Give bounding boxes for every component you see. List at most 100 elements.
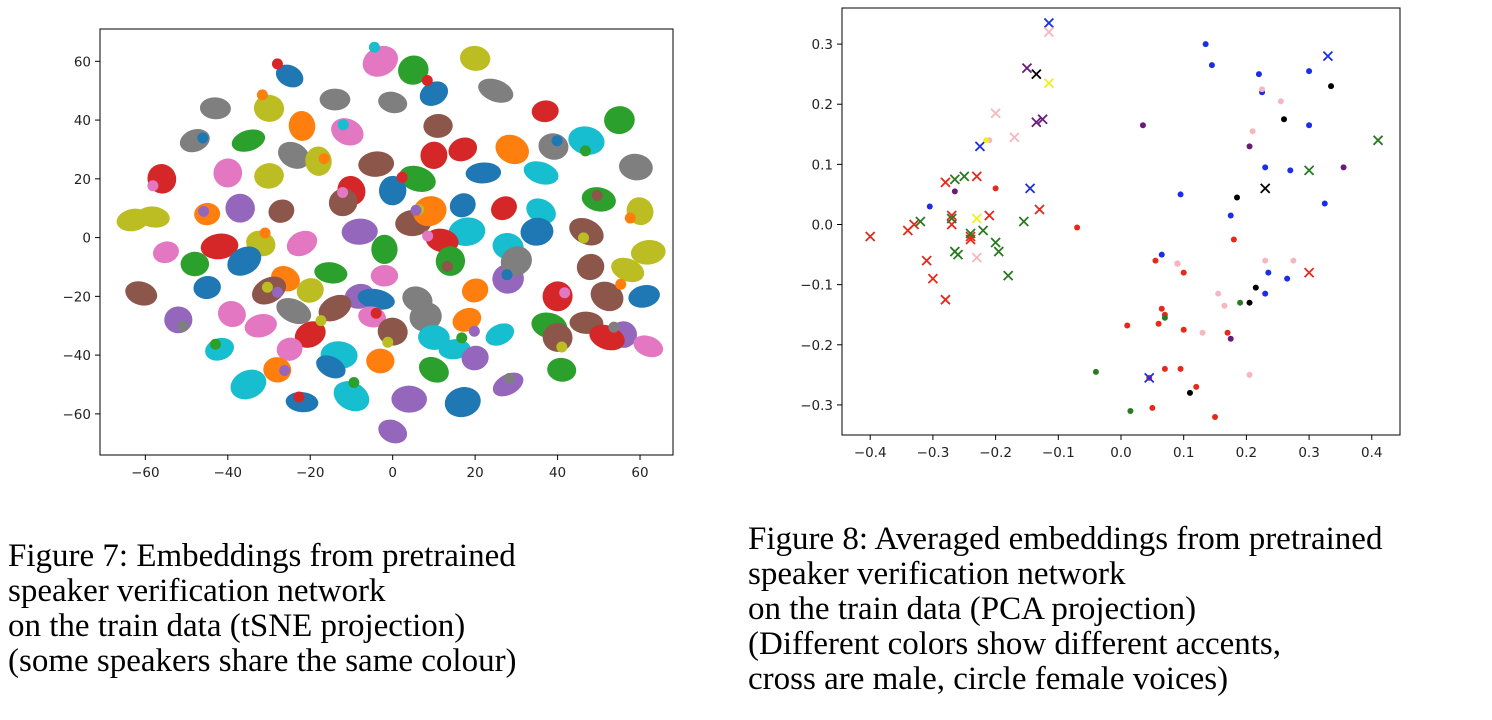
data-point [1246, 371, 1253, 378]
y-tick-label: −0.2 [800, 338, 833, 354]
data-point [1281, 116, 1288, 123]
data-point [977, 225, 989, 236]
data-point [628, 284, 660, 308]
data-point [1328, 83, 1335, 90]
data-point [444, 387, 481, 418]
data-point [915, 216, 926, 227]
data-point [418, 356, 449, 383]
data-point [551, 135, 563, 147]
data-point [410, 204, 422, 216]
data-point [180, 251, 210, 277]
data-point [1321, 200, 1328, 207]
data-point [538, 133, 569, 160]
data-point [531, 100, 559, 123]
y-tick-label: −20 [63, 289, 92, 305]
data-point [940, 294, 951, 305]
data-point [459, 45, 491, 71]
data-point [1221, 302, 1228, 309]
data-point [370, 265, 399, 287]
data-point [177, 320, 189, 332]
data-point [1262, 290, 1269, 297]
data-point [1018, 216, 1029, 227]
data-point [1306, 122, 1313, 129]
pca-scatter-chart: −0.4 −0.3 −0.2 −0.1 0.0 0.1 0.2 0.3 0.4 −0.3 −0.2 −… [800, 7, 1401, 461]
data-point [272, 286, 284, 298]
figure-7-caption: Figure 7: Embeddings from pretrained spe… [8, 539, 517, 679]
data-point [263, 357, 292, 383]
data-point [213, 158, 243, 188]
data-point [485, 323, 515, 346]
caption-line: (some speakers share the same colour) [8, 643, 517, 679]
data-point [1127, 407, 1134, 414]
data-point [441, 260, 453, 272]
data-point [1260, 183, 1271, 194]
data-point [333, 381, 370, 412]
data-point [164, 306, 193, 334]
data-point [971, 252, 982, 263]
data-point [261, 281, 273, 293]
data-point [1237, 299, 1244, 306]
data-point [959, 171, 970, 182]
data-point [1152, 257, 1159, 264]
data-point [1161, 314, 1168, 321]
data-point [1287, 167, 1294, 174]
y-tick-label: −40 [63, 348, 92, 364]
data-point [984, 210, 995, 221]
data-point [378, 175, 407, 206]
cluster-layer [116, 41, 666, 444]
data-point [227, 246, 262, 276]
data-point [399, 165, 436, 192]
data-point [276, 298, 312, 325]
data-point [983, 137, 990, 144]
data-point [438, 339, 471, 360]
data-point [1144, 372, 1155, 384]
tsne-scatter-chart: −60 −40 −20 0 20 40 60 −60 −40 −20 0 20 40 60 [63, 28, 674, 481]
x-tick-label: 20 [467, 465, 484, 481]
data-point [1158, 305, 1165, 312]
data-point [271, 58, 283, 70]
data-point [633, 335, 664, 358]
data-point [940, 177, 951, 188]
figure-7: −60 −40 −20 0 20 40 60 −60 −40 −20 0 20 40 60 [0, 0, 720, 500]
data-point [1372, 135, 1384, 146]
data-point [611, 257, 645, 283]
data-point [993, 246, 1004, 257]
data-point [526, 198, 556, 224]
y-tick-label: 60 [74, 54, 91, 70]
data-point [578, 232, 590, 244]
data-point [413, 196, 447, 227]
data-point [951, 188, 958, 195]
data-point [366, 348, 395, 374]
y-tick-label: −0.3 [800, 398, 833, 414]
x-tick-label: −20 [296, 465, 325, 481]
data-point [318, 153, 330, 165]
data-point [205, 337, 234, 361]
data-point [1024, 183, 1036, 194]
plot-frame [841, 7, 1401, 436]
data-point [199, 97, 231, 120]
data-point [1177, 191, 1184, 198]
data-point [1306, 68, 1313, 75]
data-point [1180, 269, 1187, 276]
x-tick-label: 0.3 [1298, 445, 1319, 461]
data-point [495, 134, 529, 165]
data-point [276, 337, 303, 361]
data-point [921, 255, 932, 266]
data-point [125, 281, 158, 306]
y-tick-label: 40 [74, 113, 91, 129]
data-point [1043, 78, 1055, 89]
data-point [1043, 26, 1055, 38]
data-point [971, 171, 982, 182]
data-point [1158, 251, 1165, 258]
data-point [319, 88, 351, 111]
data-point [1177, 365, 1184, 372]
data-point [318, 294, 352, 322]
data-point [971, 213, 982, 224]
data-point [1249, 128, 1256, 135]
data-point [1009, 132, 1020, 143]
y-tick-label: 0.2 [812, 97, 833, 113]
data-point [147, 180, 159, 192]
data-point [419, 81, 449, 106]
caption-line: on the train data (tSNE projection) [8, 608, 466, 644]
data-point [244, 314, 277, 338]
